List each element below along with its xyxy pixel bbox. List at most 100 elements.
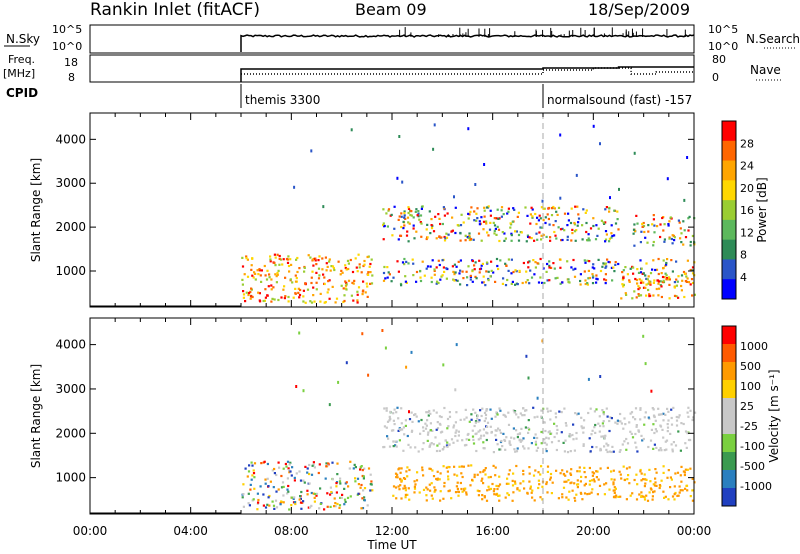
- sporadic-cell: [592, 124, 595, 128]
- range-cell: [637, 271, 641, 274]
- range-cell: [253, 476, 256, 479]
- range-cell: [533, 436, 536, 439]
- range-cell: [359, 466, 362, 469]
- range-cell: [460, 465, 463, 468]
- range-cell: [306, 467, 309, 470]
- range-cell: [386, 420, 390, 423]
- range-cell: [471, 280, 474, 283]
- range-cell: [420, 205, 424, 208]
- range-cell: [465, 491, 468, 494]
- range-cell: [575, 229, 578, 232]
- range-cell: [584, 476, 587, 479]
- range-cell: [402, 426, 405, 429]
- range-cell: [262, 504, 265, 507]
- range-cell: [266, 477, 269, 480]
- range-cell: [514, 283, 517, 286]
- range-cell: [683, 229, 686, 232]
- range-cell: [667, 278, 670, 281]
- range-cell: [563, 229, 566, 232]
- range-cell: [583, 419, 586, 422]
- range-cell: [569, 221, 573, 225]
- range-cell: [659, 425, 663, 428]
- y-tick-label: 3000: [55, 382, 86, 396]
- range-cell: [311, 270, 314, 273]
- range-cell: [660, 272, 663, 275]
- range-cell: [275, 506, 279, 509]
- range-cell: [493, 229, 496, 232]
- range-cell: [552, 205, 555, 209]
- range-cell: [646, 499, 650, 502]
- range-cell: [270, 288, 273, 291]
- range-cell: [654, 268, 657, 272]
- range-cell: [286, 261, 290, 264]
- range-cell: [366, 295, 369, 298]
- range-cell: [562, 472, 565, 476]
- range-cell: [633, 290, 636, 293]
- range-cell: [431, 429, 434, 432]
- range-cell: [574, 267, 577, 270]
- range-cell: [680, 284, 683, 288]
- range-cell: [457, 430, 460, 433]
- range-cell: [442, 448, 445, 451]
- range-cell: [504, 448, 507, 451]
- range-cell: [245, 257, 248, 260]
- noise-sky-line: [240, 34, 695, 52]
- range-cell: [530, 276, 534, 279]
- range-cell: [494, 434, 497, 437]
- range-cell: [387, 271, 390, 274]
- range-cell: [541, 281, 544, 284]
- range-cell: [665, 274, 668, 277]
- range-cell: [564, 422, 567, 425]
- range-cell: [421, 466, 424, 469]
- range-cell: [416, 214, 419, 217]
- range-cell: [657, 272, 660, 276]
- sporadic-cell: [396, 176, 399, 180]
- range-cell: [584, 279, 587, 282]
- range-cell: [624, 423, 627, 426]
- range-cell: [299, 501, 303, 504]
- range-cell: [333, 505, 336, 508]
- range-cell: [369, 282, 372, 285]
- range-cell: [573, 496, 576, 500]
- range-cell: [553, 435, 556, 439]
- range-cell: [505, 482, 508, 485]
- range-cell: [334, 505, 337, 508]
- range-cell: [351, 270, 355, 274]
- range-cell: [252, 469, 255, 472]
- range-cell: [652, 259, 655, 262]
- range-cell: [292, 497, 295, 500]
- range-cell: [683, 272, 687, 275]
- sporadic-cell: [525, 354, 528, 358]
- range-cell: [585, 221, 588, 225]
- range-cell: [586, 239, 589, 242]
- range-cell: [494, 474, 497, 477]
- sporadic-cell: [609, 196, 611, 200]
- range-cell: [248, 291, 251, 295]
- range-cell: [643, 498, 647, 501]
- range-cell: [542, 233, 545, 237]
- cpid-label: CPID: [6, 86, 38, 100]
- range-cell: [540, 465, 543, 468]
- range-cell: [358, 266, 361, 269]
- range-cell: [666, 258, 669, 261]
- range-cell: [691, 499, 694, 502]
- range-cell: [560, 411, 563, 414]
- range-cell: [669, 432, 672, 435]
- sporadic-cell: [686, 156, 689, 159]
- range-cell: [655, 430, 658, 433]
- range-cell: [603, 483, 606, 486]
- range-cell: [666, 476, 669, 479]
- range-cell: [268, 494, 271, 498]
- velocity-plot-bg: [90, 318, 694, 514]
- range-cell: [655, 287, 658, 291]
- range-cell: [286, 488, 289, 491]
- range-cell: [507, 210, 510, 213]
- range-cell: [632, 232, 635, 235]
- range-cell: [419, 276, 422, 279]
- range-cell: [677, 416, 680, 419]
- range-cell: [492, 464, 495, 467]
- sporadic-cell: [322, 205, 325, 209]
- range-cell: [539, 217, 542, 220]
- range-cell: [625, 498, 628, 501]
- range-cell: [550, 207, 554, 210]
